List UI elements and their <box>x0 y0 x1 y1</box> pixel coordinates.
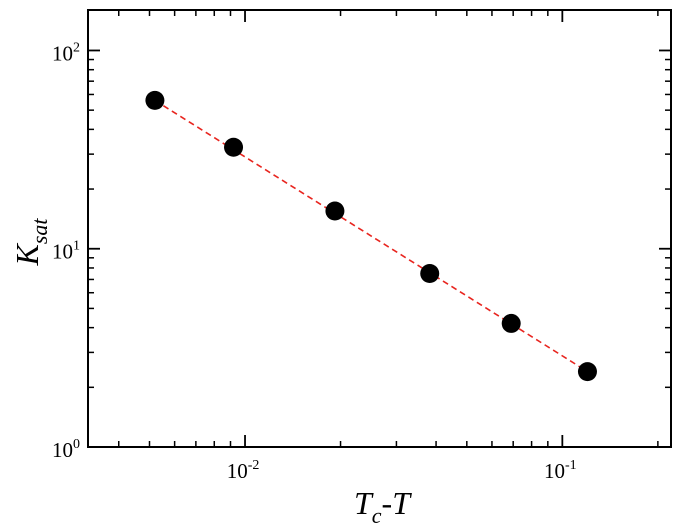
x-axis-title: Tc-T <box>354 485 412 526</box>
data-point <box>420 264 440 284</box>
plot-frame <box>87 9 672 448</box>
x-tick-label: 10-2 <box>227 458 260 483</box>
data-points <box>145 90 597 382</box>
data-point <box>145 90 165 110</box>
tick-labels: 10-2 10-1 100 101 102 <box>52 40 577 483</box>
y-axis-title-main: K <box>9 243 45 267</box>
data-point <box>501 313 521 333</box>
y-axis-title: Ksat <box>9 218 52 267</box>
data-point <box>325 201 345 221</box>
y-tick-label: 100 <box>52 437 80 462</box>
data-point <box>224 137 244 157</box>
y-tick-label: 101 <box>52 239 80 264</box>
minor-ticks <box>88 10 671 447</box>
y-axis-title-sub: sat <box>27 218 52 245</box>
fit-line <box>154 99 588 373</box>
x-axis-title-main: T <box>354 485 374 521</box>
data-point <box>577 362 597 382</box>
x-axis-title-rest: -T <box>382 485 413 521</box>
x-axis-title-sub: c <box>372 503 382 526</box>
x-tick-label: 10-1 <box>544 458 577 483</box>
y-tick-label: 102 <box>52 40 80 65</box>
major-ticks <box>88 10 671 448</box>
